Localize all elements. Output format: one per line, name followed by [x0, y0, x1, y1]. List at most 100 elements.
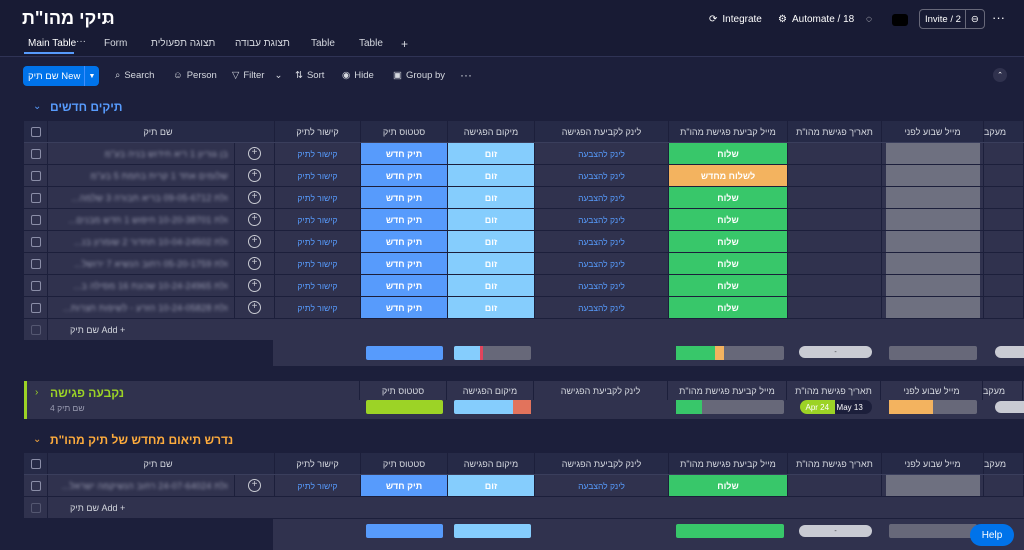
meeting-link-cell[interactable]: לינק להצבעה: [535, 209, 669, 230]
mail-summary-bar[interactable]: [676, 400, 784, 414]
add-update-button[interactable]: +: [235, 187, 275, 208]
week-mail-cell[interactable]: [882, 209, 984, 230]
column-header-date[interactable]: תאריך פגישת מהו"ת: [788, 121, 882, 142]
status-summary-bar[interactable]: [366, 400, 443, 414]
link-text[interactable]: קישור לתיק: [297, 192, 338, 203]
week-mail-cell[interactable]: [882, 231, 984, 252]
select-all-checkbox[interactable]: [24, 121, 48, 142]
meeting-link-cell[interactable]: לינק להצבעה: [535, 475, 669, 496]
meeting-link-cell[interactable]: לינק להצבעה: [535, 187, 669, 208]
date-cell[interactable]: [788, 231, 882, 252]
table-row[interactable]: ...ולת 09-05-6712 בריא תבורה 3 שלמה + קי…: [24, 187, 1024, 209]
column-header-meeting-link[interactable]: לינק לקביעת הפגישה: [535, 453, 669, 474]
filter-button[interactable]: ▽ Filter ⌄: [232, 70, 282, 81]
link-text[interactable]: קישור לתיק: [297, 170, 338, 181]
mail-status-cell[interactable]: שלוח: [669, 275, 788, 296]
column-header-follow[interactable]: מעקב: [984, 453, 1024, 474]
meeting-link-text[interactable]: לינק להצבעה: [578, 480, 625, 491]
location-cell[interactable]: זום: [448, 275, 535, 296]
location-summary-bar[interactable]: [454, 346, 531, 360]
follow-summary-pill[interactable]: [995, 346, 1024, 358]
column-header-meeting-link[interactable]: לינק לקביעת הפגישה: [535, 121, 669, 142]
row-checkbox[interactable]: [24, 209, 48, 230]
item-name[interactable]: ...ולת 09-05-6712 בריא תבורה 3 שלמה: [48, 187, 235, 208]
link-icon[interactable]: ⊖: [964, 10, 984, 28]
tab-table-1[interactable]: Table: [311, 38, 335, 49]
status-cell[interactable]: תיק חדש: [361, 143, 448, 164]
add-update-button[interactable]: +: [235, 209, 275, 230]
link-cell[interactable]: קישור לתיק: [275, 297, 361, 318]
link-cell[interactable]: קישור לתיק: [275, 275, 361, 296]
location-cell[interactable]: זום: [448, 187, 535, 208]
status-cell[interactable]: תיק חדש: [361, 297, 448, 318]
date-cell[interactable]: [788, 297, 882, 318]
add-item-input[interactable]: שם תיק Add +: [70, 324, 126, 335]
table-row[interactable]: ...ולת 10-04-24502 תחדור 2 שומרון בנ + ק…: [24, 231, 1024, 253]
meeting-link-text[interactable]: לינק להצבעה: [578, 236, 625, 247]
updates-button[interactable]: ◌: [866, 14, 872, 25]
follow-cell[interactable]: [984, 275, 1024, 296]
avatar[interactable]: [892, 14, 908, 26]
collapse-header-icon[interactable]: ⌃: [993, 68, 1007, 82]
status-cell[interactable]: תיק חדש: [361, 475, 448, 496]
column-header-status[interactable]: סטטוס תיק: [361, 453, 448, 474]
week-mail-summary-bar[interactable]: [889, 400, 977, 414]
row-checkbox[interactable]: [24, 187, 48, 208]
mail-status-cell[interactable]: שלוח: [669, 475, 788, 496]
status-cell[interactable]: תיק חדש: [361, 253, 448, 274]
follow-cell[interactable]: [984, 187, 1024, 208]
table-row[interactable]: ...ולת 24-07-64024 רחוב הנשיקמה ישראל + …: [24, 475, 1024, 497]
board-title[interactable]: תיקי מהו"ת: [22, 8, 115, 28]
hide-button[interactable]: ◉ Hide: [342, 70, 374, 81]
week-mail-cell[interactable]: [882, 253, 984, 274]
meeting-link-cell[interactable]: לינק להצבעה: [535, 297, 669, 318]
item-name[interactable]: ...ולת 05-20-1759 רחוב הנשיא 7 ירושל: [48, 253, 235, 274]
tab-form[interactable]: Form: [104, 38, 128, 49]
status-cell[interactable]: תיק חדש: [361, 275, 448, 296]
status-cell[interactable]: תיק חדש: [361, 231, 448, 252]
date-cell[interactable]: [788, 253, 882, 274]
location-cell[interactable]: זום: [448, 297, 535, 318]
tab-main-table[interactable]: Main Table: [28, 38, 77, 49]
follow-cell[interactable]: [984, 143, 1024, 164]
row-checkbox[interactable]: [24, 475, 48, 496]
location-cell[interactable]: זום: [448, 165, 535, 186]
meeting-link-cell[interactable]: לינק להצבעה: [535, 143, 669, 164]
date-cell[interactable]: [788, 475, 882, 496]
link-cell[interactable]: קישור לתיק: [275, 165, 361, 186]
toolbar-more-icon[interactable]: ···: [460, 68, 472, 82]
tab-more-icon[interactable]: ···: [76, 36, 86, 47]
table-row[interactable]: ...ולת 10-20-38701 חיפוש 1 חדש מבנים + ק…: [24, 209, 1024, 231]
date-cell[interactable]: [788, 187, 882, 208]
link-text[interactable]: קישור לתיק: [297, 214, 338, 225]
mail-status-cell[interactable]: שלוח: [669, 187, 788, 208]
meeting-link-cell[interactable]: לינק להצבעה: [535, 275, 669, 296]
link-cell[interactable]: קישור לתיק: [275, 209, 361, 230]
follow-cell[interactable]: [984, 231, 1024, 252]
follow-cell[interactable]: [984, 297, 1024, 318]
link-cell[interactable]: קישור לתיק: [275, 253, 361, 274]
column-header-link[interactable]: קישור לתיק: [275, 121, 361, 142]
invite-button[interactable]: Invite / 2 ⊖: [919, 9, 985, 29]
sort-button[interactable]: ⇅ Sort: [295, 70, 324, 81]
date-cell[interactable]: [788, 143, 882, 164]
integrate-button[interactable]: ⟳ Integrate: [709, 14, 762, 25]
follow-cell[interactable]: [984, 253, 1024, 274]
add-update-button[interactable]: +: [235, 253, 275, 274]
column-header-week-mail[interactable]: מייל שבוע לפני: [882, 453, 984, 474]
column-header-status[interactable]: סטטוס תיק: [361, 121, 448, 142]
location-cell[interactable]: זום: [448, 253, 535, 274]
row-checkbox[interactable]: [24, 253, 48, 274]
column-header-mail[interactable]: מייל קביעת פגישת מהו"ת: [669, 121, 788, 142]
week-mail-cell[interactable]: [882, 187, 984, 208]
meeting-link-cell[interactable]: לינק להצבעה: [535, 253, 669, 274]
row-checkbox[interactable]: [24, 275, 48, 296]
column-header-location[interactable]: מיקום הפגישה: [448, 453, 535, 474]
mail-summary-bar[interactable]: [676, 346, 784, 360]
week-mail-summary-bar[interactable]: [889, 524, 977, 538]
automate-button[interactable]: ⚙ Automate / 18: [778, 14, 854, 25]
week-mail-cell[interactable]: [882, 475, 984, 496]
mail-status-cell[interactable]: שלוח: [669, 253, 788, 274]
date-cell[interactable]: [788, 275, 882, 296]
location-cell[interactable]: זום: [448, 475, 535, 496]
